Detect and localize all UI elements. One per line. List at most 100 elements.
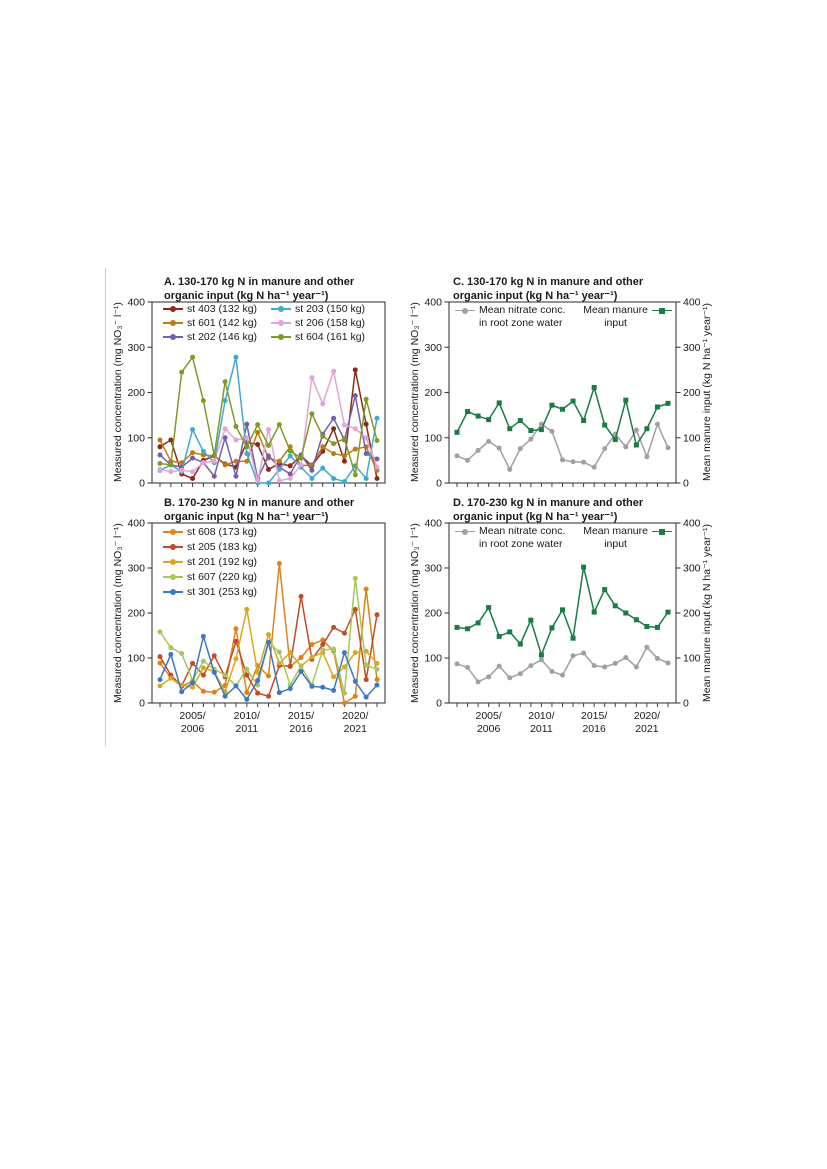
legend-entry: st 206 (158 kg) bbox=[271, 317, 365, 329]
data-point bbox=[331, 624, 337, 630]
data-point bbox=[374, 682, 380, 688]
data-point bbox=[363, 451, 369, 457]
data-point bbox=[211, 653, 217, 659]
data-point bbox=[352, 678, 358, 684]
data-point bbox=[581, 650, 587, 656]
data-point bbox=[233, 638, 239, 644]
data-point bbox=[244, 606, 250, 612]
data-point bbox=[374, 660, 380, 666]
y-tick-label: 300 bbox=[127, 563, 145, 575]
data-point bbox=[222, 379, 228, 385]
data-point bbox=[454, 453, 460, 459]
y-tick-label: 100 bbox=[127, 653, 145, 665]
series-line bbox=[159, 357, 378, 484]
data-point bbox=[255, 442, 261, 448]
x-tick-label-line1: 2005/ bbox=[179, 710, 205, 722]
data-point bbox=[341, 436, 347, 442]
data-point bbox=[276, 660, 282, 666]
series-st-203-150-kg- bbox=[157, 354, 380, 486]
y2-tick-label: 0 bbox=[683, 698, 689, 710]
data-point bbox=[363, 435, 369, 441]
data-point bbox=[517, 641, 523, 647]
legend-entry: st 403 (132 kg) bbox=[163, 303, 257, 315]
page-margin-line bbox=[105, 268, 106, 746]
data-point bbox=[276, 649, 282, 655]
legend-dot-marker-icon bbox=[271, 333, 291, 342]
data-point bbox=[352, 606, 358, 612]
y-tick-label: 400 bbox=[424, 518, 442, 530]
data-point bbox=[200, 672, 206, 678]
data-point bbox=[190, 455, 196, 461]
data-point bbox=[374, 437, 380, 443]
data-point bbox=[570, 459, 576, 465]
legend-dot-marker-icon bbox=[163, 305, 183, 314]
data-point bbox=[352, 693, 358, 699]
data-point bbox=[168, 675, 174, 681]
data-point bbox=[374, 456, 380, 462]
x-tick-label-line1: 2015/ bbox=[288, 710, 314, 722]
data-point bbox=[623, 444, 629, 450]
x-tick-label-line1: 2015/ bbox=[581, 710, 607, 722]
y-tick-label: 100 bbox=[424, 432, 442, 444]
y-tick-label: 300 bbox=[424, 342, 442, 354]
data-point bbox=[287, 663, 293, 669]
legend-dot-marker-icon bbox=[163, 573, 183, 582]
data-point bbox=[244, 435, 250, 441]
data-point bbox=[320, 684, 326, 690]
data-point bbox=[266, 673, 271, 679]
data-point bbox=[157, 452, 163, 458]
x-tick-label-line1: 2010/ bbox=[528, 710, 554, 722]
y2-tick-label: 100 bbox=[683, 653, 701, 665]
data-point bbox=[374, 677, 380, 683]
data-point bbox=[211, 473, 217, 479]
data-point bbox=[560, 607, 565, 613]
data-point bbox=[549, 402, 555, 408]
data-point bbox=[233, 458, 239, 464]
data-point bbox=[341, 700, 347, 706]
panel-d-legend: Mean nitrate conc. in root zone water Mean… bbox=[455, 525, 672, 551]
data-point bbox=[549, 669, 555, 674]
data-point bbox=[276, 478, 282, 484]
y2-tick-label: 300 bbox=[683, 563, 701, 575]
series-st-301-253-kg- bbox=[157, 633, 380, 702]
data-point bbox=[309, 642, 315, 647]
data-point bbox=[320, 444, 326, 450]
data-point bbox=[179, 689, 185, 695]
data-point bbox=[200, 688, 206, 694]
series-st-604-161-kg- bbox=[157, 354, 380, 478]
data-point bbox=[244, 666, 250, 672]
data-point bbox=[665, 400, 671, 406]
data-point bbox=[190, 450, 196, 456]
data-point bbox=[331, 415, 337, 421]
data-point bbox=[200, 398, 206, 404]
data-point bbox=[341, 453, 347, 459]
panel-c-legend: Mean nitrate conc. in root zone water Mean… bbox=[455, 304, 672, 330]
data-point bbox=[190, 427, 196, 433]
data-point bbox=[255, 422, 261, 428]
data-point bbox=[341, 479, 347, 485]
x-tick-label-line1: 2005/ bbox=[476, 710, 502, 722]
legend-dot-marker-icon bbox=[163, 588, 183, 597]
y-tick-label: 300 bbox=[127, 342, 145, 354]
data-point bbox=[244, 690, 250, 696]
data-point bbox=[538, 657, 544, 663]
legend-label: st 205 (183 kg) bbox=[187, 541, 258, 553]
panel-c-plot: 0 0 100 100 200 200 300 300 400 400 bbox=[424, 297, 700, 490]
legend-entry: st 203 (150 kg) bbox=[271, 303, 365, 315]
legend-label: st 203 (150 kg) bbox=[295, 303, 366, 315]
legend-label: st 301 (253 kg) bbox=[187, 586, 258, 598]
legend-label-line: input bbox=[604, 538, 627, 550]
data-point bbox=[298, 669, 304, 674]
data-point bbox=[266, 693, 271, 699]
y-tick-label: 100 bbox=[424, 653, 442, 665]
legend-entry: st 205 (183 kg) bbox=[163, 541, 257, 553]
data-point bbox=[287, 686, 293, 692]
data-point bbox=[298, 593, 304, 599]
data-point bbox=[352, 426, 358, 432]
series-mean-manure-input bbox=[454, 384, 671, 448]
data-point bbox=[507, 426, 513, 432]
legend-dot-marker-icon bbox=[163, 558, 183, 567]
x-tick-label-line1: 2020/ bbox=[342, 710, 368, 722]
